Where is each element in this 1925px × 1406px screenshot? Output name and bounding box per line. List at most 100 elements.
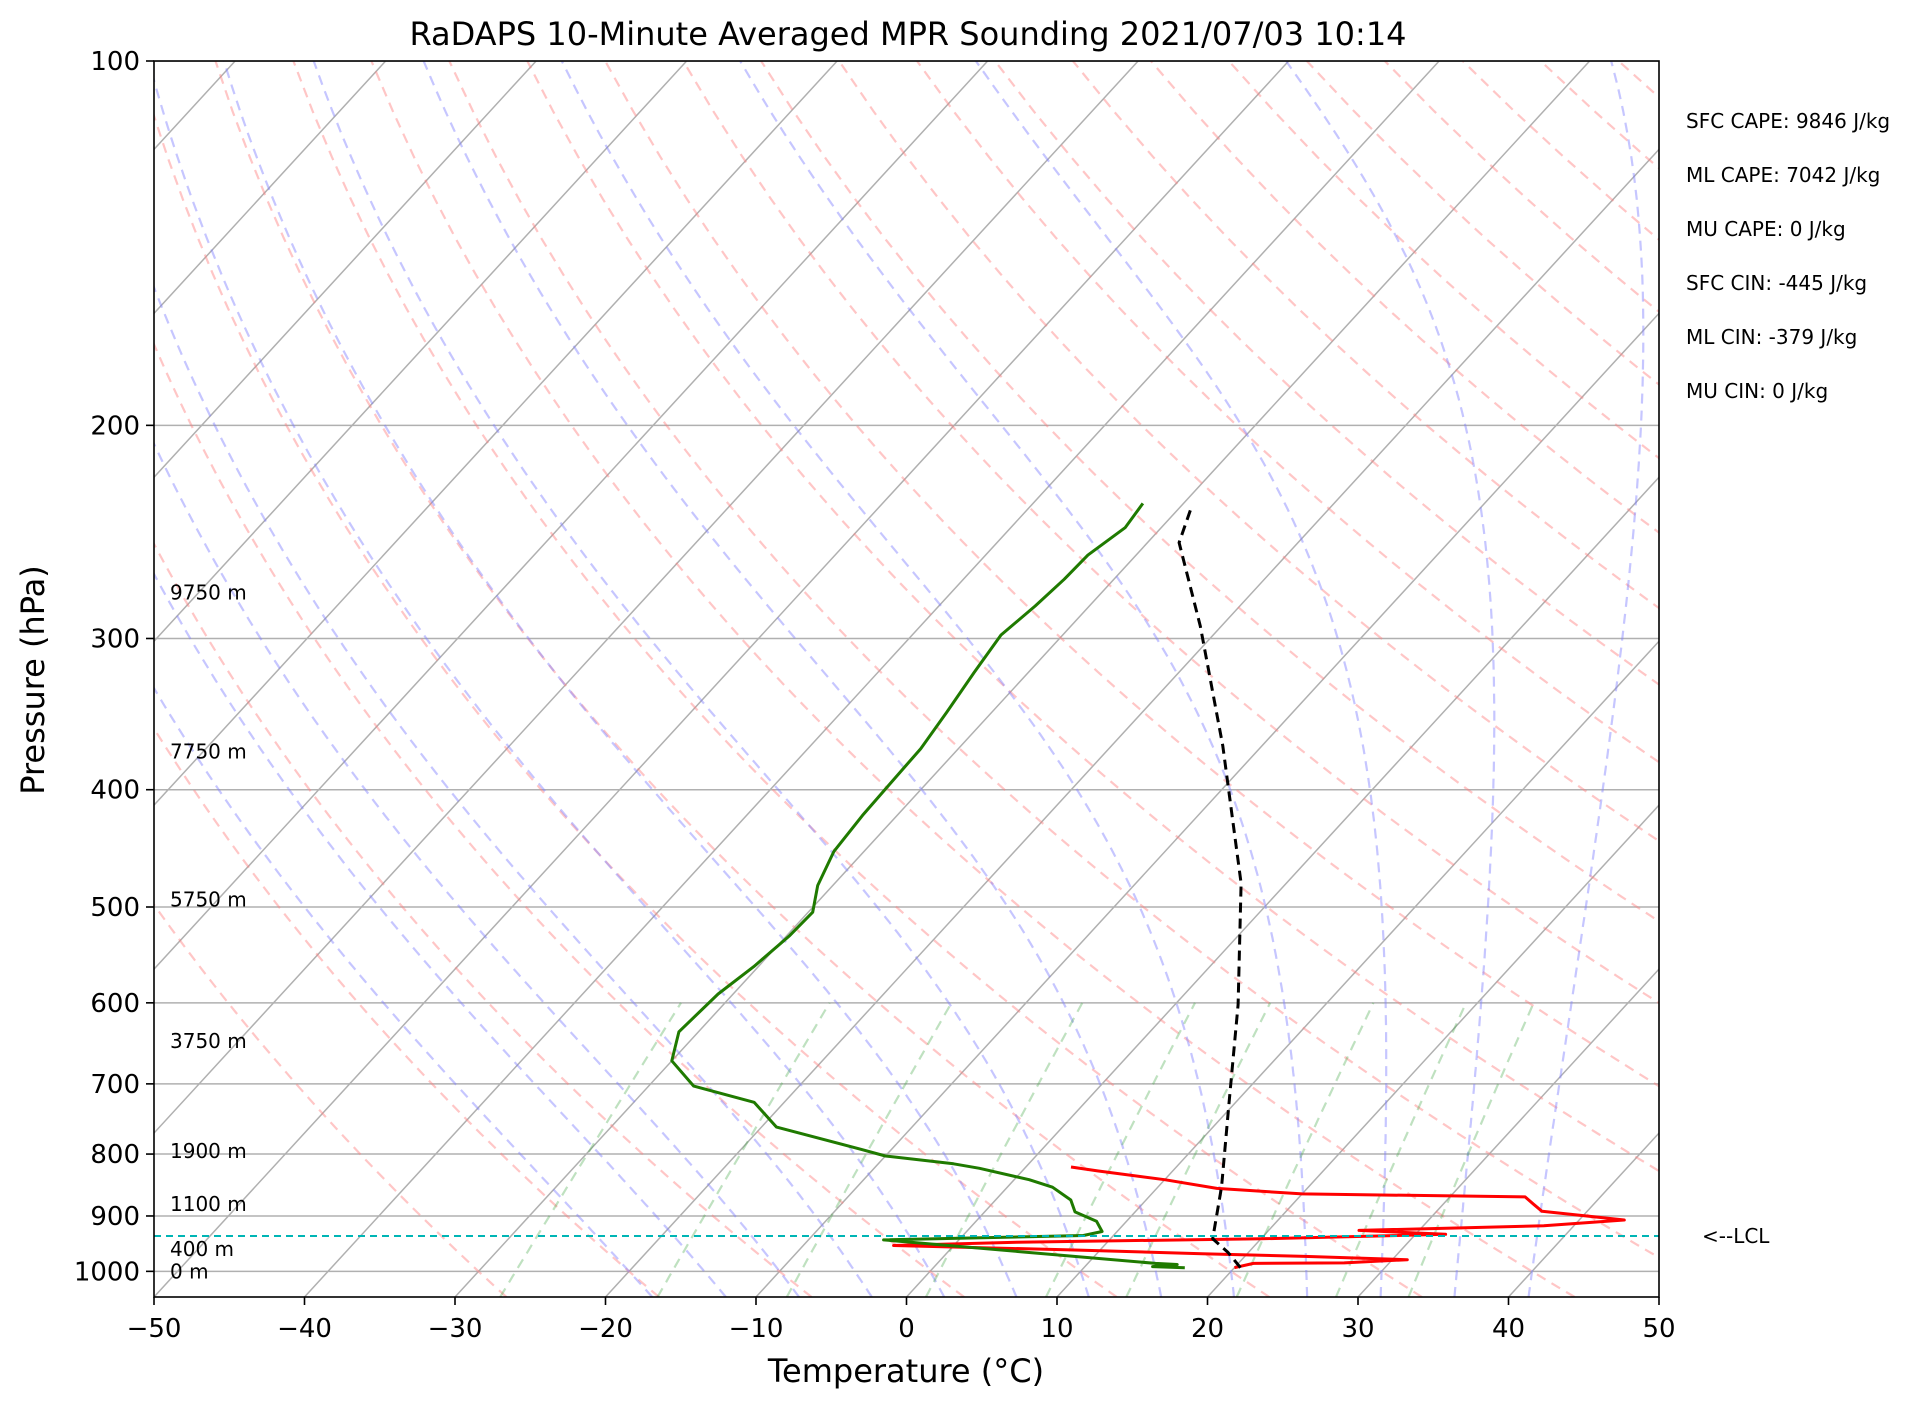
x-axis: −50 −40 −30 −20 −10 0 10 20 30 40 50	[127, 1297, 1676, 1344]
y-tick-label: 100	[90, 47, 140, 77]
isotherm	[454, 61, 1591, 1297]
isotherm	[905, 476, 1659, 1297]
dry-adiabat	[1150, 61, 1659, 534]
isotherm	[1206, 804, 1659, 1297]
height-label: 5750 m	[170, 888, 247, 912]
dry-adiabat	[1617, 61, 1659, 99]
isotherm	[1056, 640, 1659, 1297]
y-tick-label: 900	[90, 1202, 140, 1232]
dry-adiabat	[448, 61, 1659, 1259]
x-tick-label: −40	[277, 1314, 332, 1344]
moist-adiabat	[1527, 61, 1645, 1297]
dry-adiabat	[154, 341, 965, 1297]
sounding-lines	[670, 502, 1626, 1270]
mixing-ratio-line	[1334, 1002, 1468, 1297]
moist-adiabat	[154, 571, 727, 1297]
moist-adiabat	[154, 284, 873, 1297]
y-tick-label: 700	[90, 1070, 140, 1100]
stat-line: ML CAPE: 7042 J/kg	[1686, 163, 1880, 187]
dry-adiabat	[1384, 61, 1659, 314]
y-tick-label: 1000	[74, 1257, 140, 1287]
mixing-ratio-line	[1125, 1002, 1272, 1297]
dry-adiabat	[1539, 61, 1659, 170]
moist-adiabat	[222, 61, 1018, 1297]
stats-block: SFC CAPE: 9846 J/kg ML CAPE: 7042 J/kg MU …	[1686, 109, 1890, 403]
moist-adiabat	[422, 61, 1163, 1297]
y-tick-label: 600	[90, 989, 140, 1019]
x-tick-label: 50	[1642, 1314, 1675, 1344]
height-label: 400 m	[170, 1237, 234, 1261]
x-tick-label: −50	[127, 1314, 182, 1344]
dry-adiabat	[1305, 61, 1659, 386]
isotherm	[1658, 1295, 1659, 1297]
dry-adiabat	[1227, 61, 1659, 460]
stat-line: ML CIN: -379 J/kg	[1686, 325, 1857, 349]
height-label: 3750 m	[170, 1029, 247, 1053]
height-label: 7750 m	[170, 740, 247, 764]
background-lines	[154, 61, 1925, 1297]
dry-adiabat	[994, 61, 1659, 686]
dry-adiabat	[760, 61, 1659, 923]
chart-title: RaDAPS 10-Minute Averaged MPR Sounding 2…	[409, 15, 1406, 53]
isotherm	[303, 61, 1440, 1297]
x-tick-label: 10	[1040, 1314, 1073, 1344]
mixing-ratio-line	[656, 1002, 831, 1297]
isotherm	[154, 61, 537, 479]
x-tick-label: 40	[1492, 1314, 1525, 1344]
isotherm	[154, 61, 1290, 1297]
moist-adiabat	[560, 61, 1236, 1297]
isotherm	[1507, 1131, 1659, 1297]
mixing-ratio-line	[1407, 1002, 1535, 1297]
stat-line: SFC CIN: -445 J/kg	[1686, 271, 1867, 295]
height-labels: 9750 m 7750 m 5750 m 3750 m 1900 m 1100 m 400 …	[170, 581, 247, 1284]
x-tick-label: 20	[1191, 1314, 1224, 1344]
dry-adiabat	[916, 61, 1659, 764]
isotherm	[154, 61, 387, 315]
y-tick-label: 200	[90, 411, 140, 441]
dry-adiabat	[154, 541, 813, 1297]
y-tick-label: 300	[90, 624, 140, 654]
y-tick-label: 500	[90, 893, 140, 923]
height-label: 9750 m	[170, 581, 247, 605]
dry-adiabat	[214, 61, 1271, 1297]
stat-line: SFC CAPE: 9846 J/kg	[1686, 109, 1890, 133]
dry-adiabat	[154, 726, 660, 1297]
dry-adiabat	[1775, 61, 1925, 1297]
x-axis-title: Temperature (°C)	[767, 1352, 1044, 1390]
y-axis: 100 200 300 400 500 600 700 800 900 1000	[74, 47, 154, 1287]
mixing-ratio-line	[1045, 1002, 1196, 1297]
dry-adiabat	[154, 902, 508, 1297]
x-tick-label: −10	[729, 1314, 784, 1344]
lcl-label: <--LCL	[1702, 1224, 1770, 1248]
isotherm	[154, 61, 688, 643]
dry-adiabat	[1697, 61, 1925, 1297]
isotherm	[154, 61, 1139, 1135]
dry-adiabat	[1072, 61, 1659, 610]
x-tick-label: −30	[428, 1314, 483, 1344]
mixing-ratio-line	[499, 1002, 682, 1297]
moist-adiabat	[1285, 61, 1496, 1297]
dry-adiabat	[1853, 61, 1925, 1297]
isotherm	[154, 61, 989, 971]
moist-adiabat	[154, 686, 654, 1297]
height-label: 1900 m	[170, 1139, 247, 1163]
mixing-ratio-line	[1235, 1002, 1375, 1297]
dry-adiabat	[838, 61, 1659, 843]
dry-adiabat	[1461, 61, 1659, 242]
moist-adiabat	[154, 441, 800, 1297]
moist-adiabat	[154, 76, 946, 1297]
parcel-trace	[1177, 505, 1243, 1269]
y-axis-title: Pressure (hPa)	[14, 565, 52, 795]
stat-line: MU CIN: 0 J/kg	[1686, 379, 1828, 403]
moist-adiabat	[312, 61, 1090, 1297]
height-label: 0 m	[170, 1259, 209, 1283]
dry-adiabat	[154, 112, 1118, 1297]
isotherm	[154, 61, 838, 807]
height-label: 1100 m	[170, 1192, 247, 1216]
mixing-ratio-line	[924, 1002, 1084, 1297]
x-tick-label: 0	[898, 1314, 915, 1344]
temperature-trace	[892, 1165, 1626, 1270]
dewpoint-trace	[670, 502, 1185, 1270]
isotherm	[1357, 968, 1659, 1297]
